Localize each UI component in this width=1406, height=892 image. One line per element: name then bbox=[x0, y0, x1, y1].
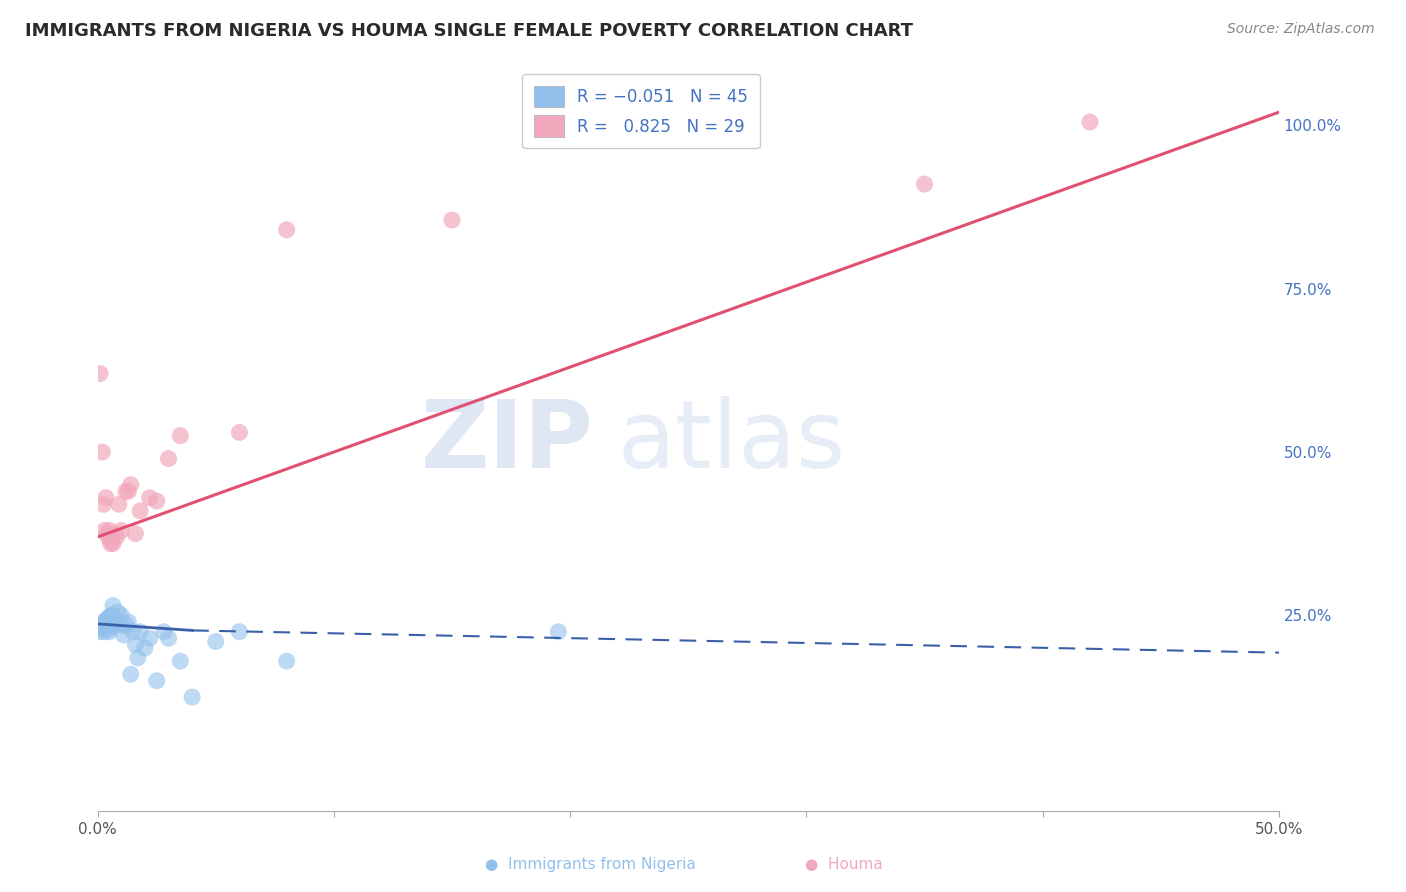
Point bbox=[94, 491, 117, 505]
Point bbox=[97, 530, 120, 544]
Point bbox=[110, 608, 132, 623]
Point bbox=[93, 618, 115, 632]
Point bbox=[105, 530, 128, 544]
Point bbox=[98, 624, 121, 639]
Point bbox=[127, 651, 149, 665]
Point bbox=[103, 612, 125, 626]
Point bbox=[138, 491, 160, 505]
Point bbox=[138, 632, 160, 646]
Point bbox=[204, 634, 226, 648]
Point bbox=[101, 608, 124, 623]
Point bbox=[90, 622, 112, 636]
Text: IMMIGRANTS FROM NIGERIA VS HOUMA SINGLE FEMALE POVERTY CORRELATION CHART: IMMIGRANTS FROM NIGERIA VS HOUMA SINGLE … bbox=[25, 22, 914, 40]
Point bbox=[93, 615, 115, 629]
Point bbox=[98, 622, 121, 636]
Point bbox=[96, 526, 118, 541]
Point bbox=[276, 654, 298, 668]
Point bbox=[107, 605, 129, 619]
Point bbox=[181, 690, 204, 704]
Point bbox=[1078, 115, 1101, 129]
Point bbox=[157, 632, 180, 646]
Point bbox=[145, 494, 167, 508]
Point bbox=[169, 654, 191, 668]
Point bbox=[547, 624, 569, 639]
Point bbox=[100, 608, 122, 623]
Point bbox=[105, 615, 128, 629]
Text: Source: ZipAtlas.com: Source: ZipAtlas.com bbox=[1227, 22, 1375, 37]
Point bbox=[124, 526, 146, 541]
Point bbox=[89, 624, 111, 639]
Point bbox=[228, 624, 250, 639]
Point bbox=[157, 451, 180, 466]
Point bbox=[129, 504, 152, 518]
Point bbox=[110, 524, 132, 538]
Point bbox=[93, 624, 115, 639]
Point bbox=[914, 177, 936, 191]
Point bbox=[91, 445, 114, 459]
Point bbox=[101, 618, 124, 632]
Point bbox=[169, 428, 191, 442]
Point bbox=[117, 484, 139, 499]
Point bbox=[108, 497, 131, 511]
Point bbox=[120, 667, 142, 681]
Point bbox=[100, 536, 122, 550]
Point bbox=[93, 618, 115, 632]
Point bbox=[98, 524, 121, 538]
Point bbox=[117, 615, 139, 629]
Point bbox=[122, 624, 145, 639]
Point bbox=[89, 367, 111, 381]
Point bbox=[97, 612, 120, 626]
Point bbox=[93, 497, 115, 511]
Point bbox=[129, 624, 152, 639]
Point bbox=[104, 618, 127, 632]
Point bbox=[103, 526, 125, 541]
Point bbox=[124, 638, 146, 652]
Point bbox=[93, 524, 115, 538]
Point bbox=[96, 612, 118, 626]
Point bbox=[101, 599, 124, 613]
Point bbox=[134, 641, 156, 656]
Point bbox=[112, 628, 135, 642]
Point bbox=[91, 618, 114, 632]
Point bbox=[94, 615, 117, 629]
Point bbox=[101, 536, 124, 550]
Point bbox=[120, 477, 142, 491]
Point bbox=[96, 615, 118, 629]
Point bbox=[115, 618, 138, 632]
Point bbox=[276, 223, 298, 237]
Legend: R = −0.051   N = 45, R =   0.825   N = 29: R = −0.051 N = 45, R = 0.825 N = 29 bbox=[522, 74, 759, 148]
Text: ●  Houma: ● Houma bbox=[804, 857, 883, 872]
Point bbox=[145, 673, 167, 688]
Text: ZIP: ZIP bbox=[420, 396, 593, 488]
Point bbox=[100, 615, 122, 629]
Point bbox=[97, 618, 120, 632]
Text: ●  Immigrants from Nigeria: ● Immigrants from Nigeria bbox=[485, 857, 696, 872]
Text: atlas: atlas bbox=[617, 396, 845, 488]
Point bbox=[228, 425, 250, 440]
Point bbox=[111, 618, 134, 632]
Point bbox=[441, 213, 464, 227]
Point bbox=[108, 615, 131, 629]
Point bbox=[115, 484, 138, 499]
Point bbox=[152, 624, 174, 639]
Point bbox=[101, 533, 124, 548]
